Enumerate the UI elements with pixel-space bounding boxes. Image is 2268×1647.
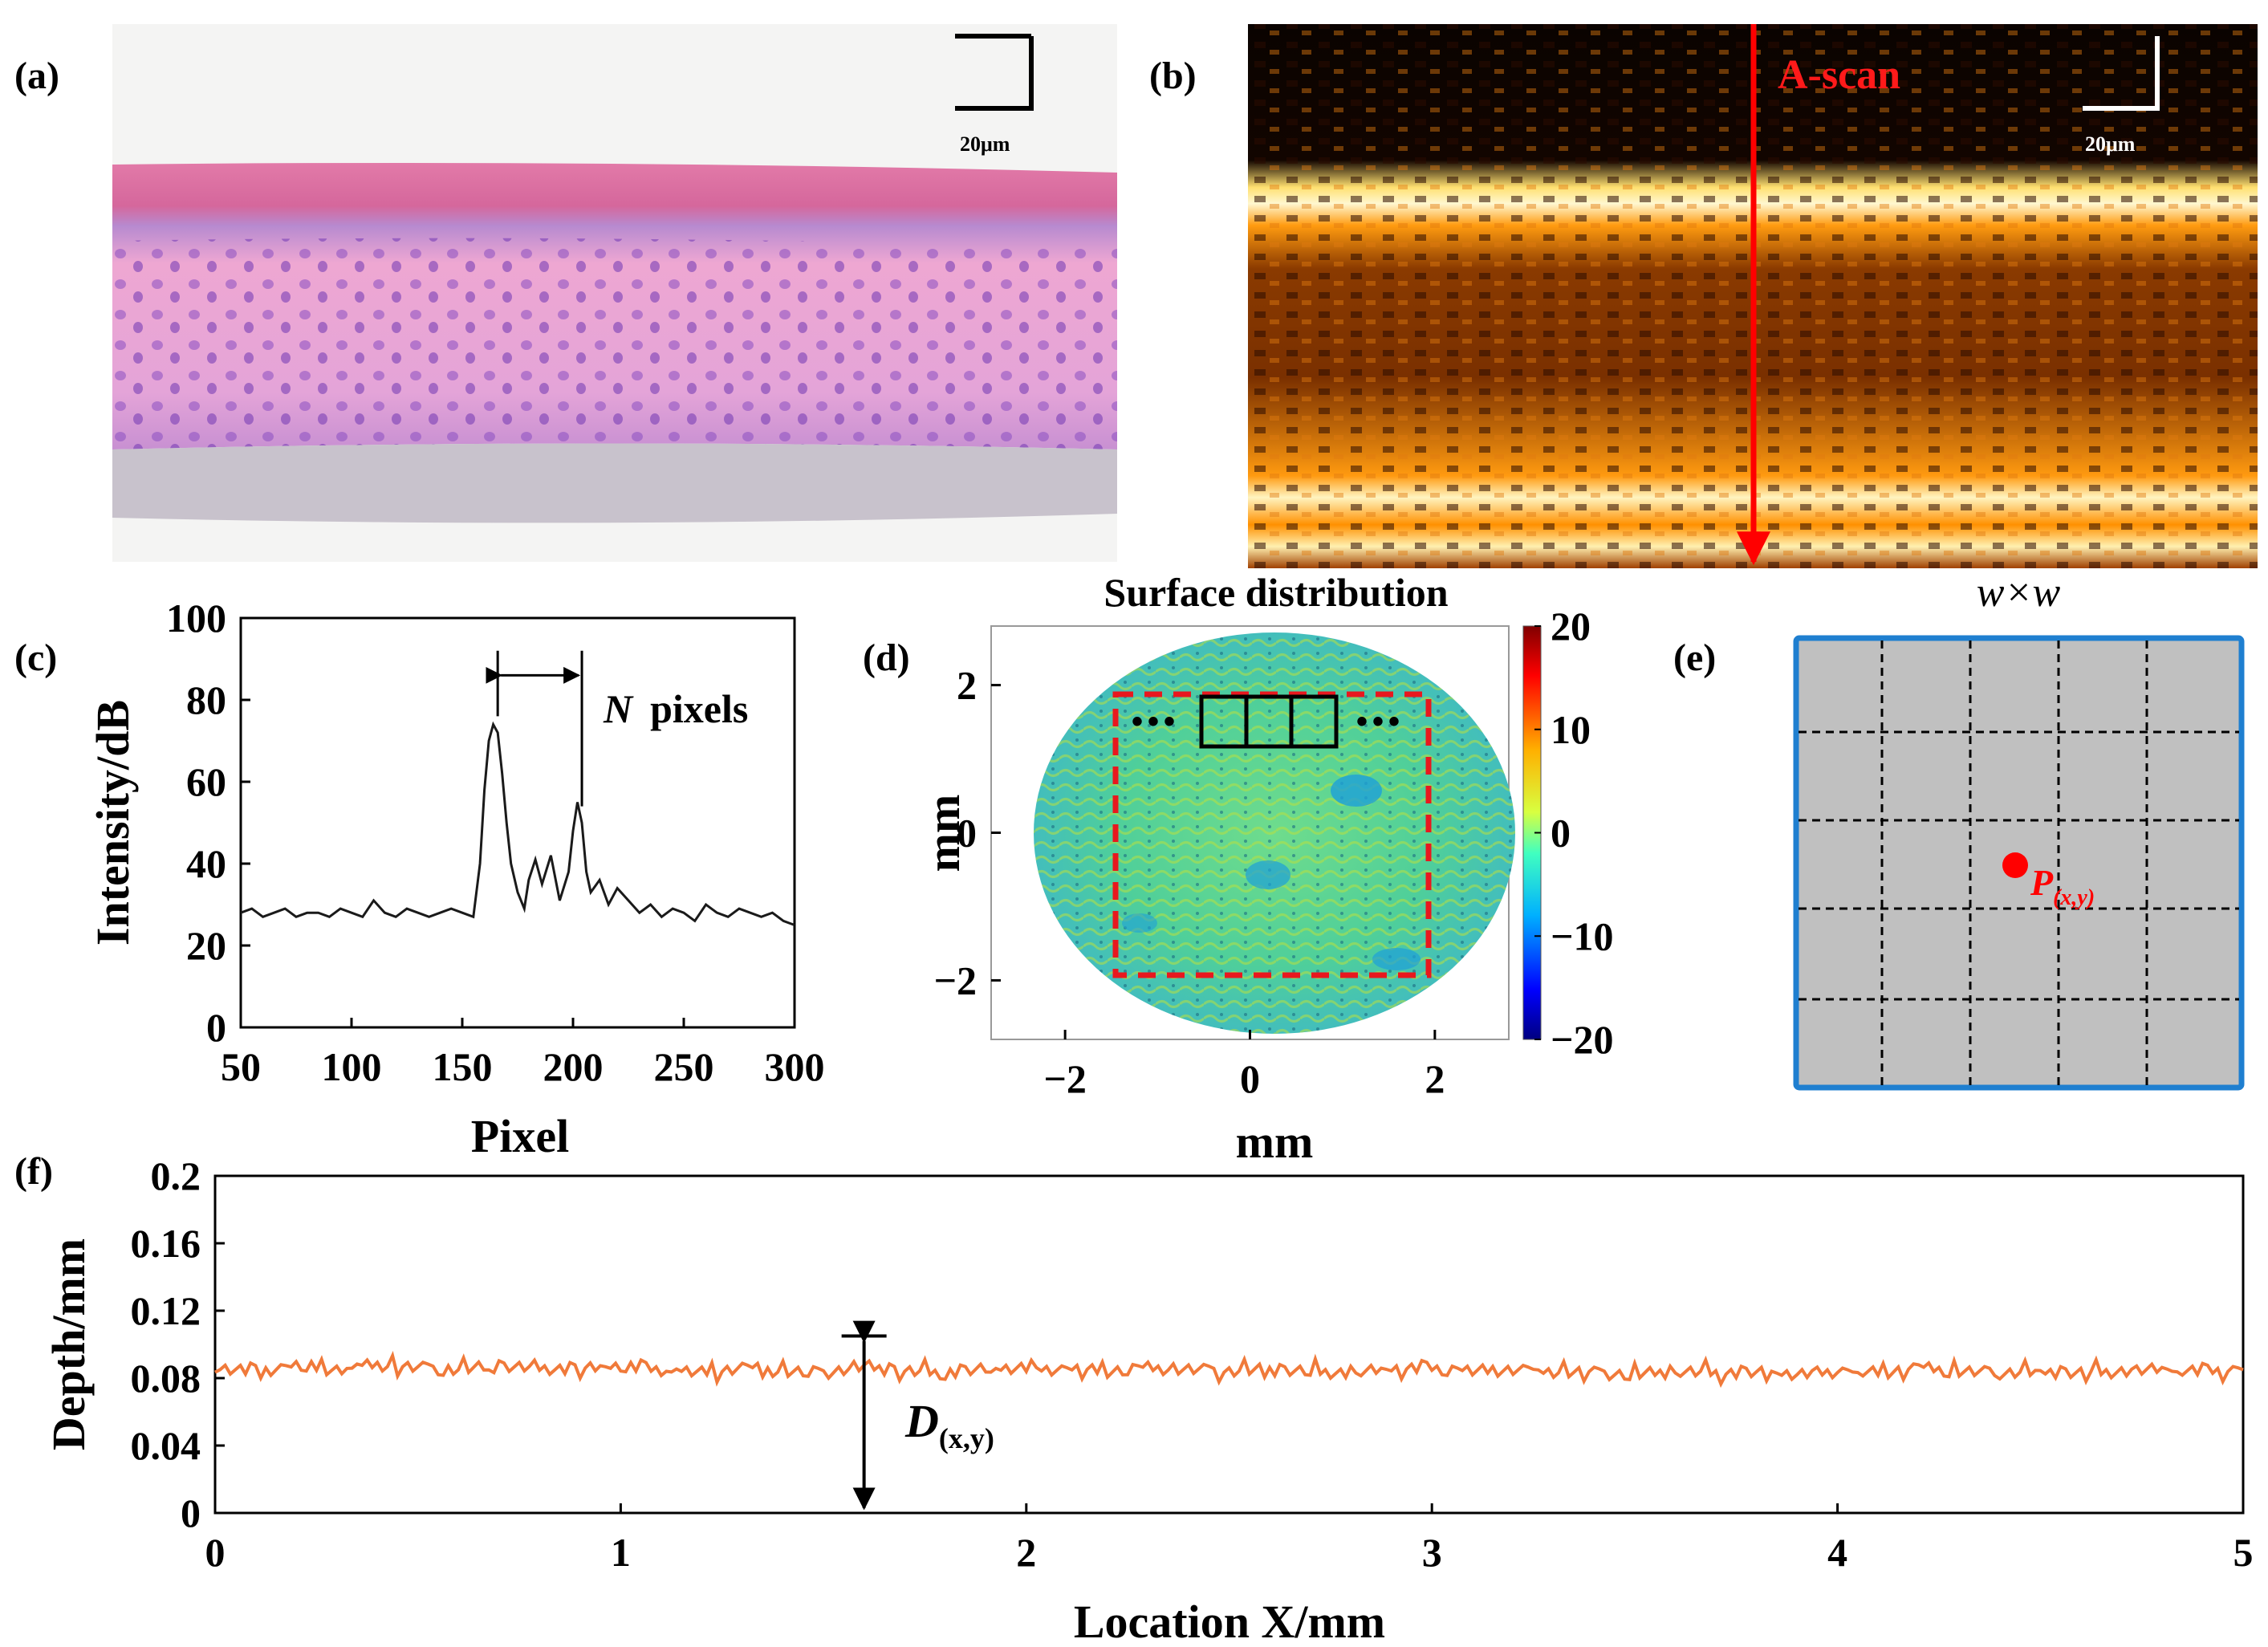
n-pixels-symbol: N (603, 686, 634, 731)
n-pixels-text: pixels (650, 686, 748, 731)
panel-a-label: (a) (14, 55, 59, 97)
axes-d-ytick-label: 2 (957, 663, 977, 708)
ellipsis-left: ••• (1132, 704, 1180, 739)
surface-depression-2 (1246, 860, 1290, 889)
axes-c-xtick-label: 50 (221, 1044, 261, 1089)
colorbar-tick-label: 20 (1551, 604, 1591, 649)
depth-annotation-label: D(x,y) (904, 1395, 994, 1454)
axes-f-ticks: 0 1 2 3 4 5 0 0.04 0.08 0.12 0.16 0.2 (131, 1153, 2254, 1575)
panel-b-label: (b) (1149, 55, 1197, 97)
center-point-marker (2002, 852, 2028, 878)
panel-b: (b) A-scan 20μm (1149, 24, 2258, 568)
panel-e: (e) w×w P(x,y) (1673, 570, 2245, 1091)
surface-depression-3 (1372, 948, 1421, 970)
depth-subscript: (x,y) (939, 1422, 994, 1454)
axes-c-xtick-label: 100 (322, 1044, 382, 1089)
axes-d-ylabel: mm (917, 795, 969, 872)
panel-a: (a) 20μm (14, 24, 1117, 562)
axes-f-ytick-label: 0.12 (131, 1288, 201, 1333)
axes-f-ytick-label: 0 (181, 1490, 201, 1535)
ellipsis-right: ••• (1356, 704, 1404, 739)
axes-d-xtick-label: 2 (1425, 1056, 1445, 1101)
axes-f-ylabel: Depth/mm (43, 1238, 95, 1450)
axes-c-ytick-label: 60 (186, 759, 226, 804)
colorbar-tick-label: −20 (1551, 1017, 1614, 1062)
axes-d-ticks: −2 0 2 2 0 −2 (934, 663, 1445, 1101)
colorbar-tick-label: −10 (1551, 913, 1614, 958)
cell-nuclei (112, 238, 1117, 449)
roi-dashed-box (1112, 691, 1432, 978)
axes-f-xtick-label: 5 (2233, 1530, 2254, 1575)
grid-dashed-lines (1799, 640, 2239, 1085)
surface-depression-1 (1331, 775, 1382, 807)
axes-c-ytick-label: 100 (166, 596, 226, 640)
axes-c-xtick-label: 250 (654, 1044, 714, 1089)
axes-c-xlabel: Pixel (471, 1110, 569, 1162)
axes-c-ytick-label: 40 (186, 841, 226, 886)
scale-bar-b-label: 20μm (2085, 132, 2136, 156)
axes-d-xtick-label: −2 (1043, 1056, 1087, 1101)
axes-d-xlabel: mm (1236, 1116, 1314, 1168)
axes-c-ylabel: Intensity/dB (87, 700, 139, 946)
axes-c-xtick-label: 200 (543, 1044, 604, 1089)
colorbar-ticks: 20 10 0 −10 −20 (1534, 604, 1614, 1062)
scale-bar-b (2083, 36, 2160, 111)
axes-f-ytick-label: 0.08 (131, 1356, 201, 1401)
axes-f-xtick-label: 1 (611, 1530, 631, 1575)
panel-c-label: (c) (14, 636, 57, 679)
window-size-label: w×w (1977, 570, 2061, 616)
axes-c-ytick-label: 0 (206, 1005, 226, 1050)
panel-f-label: (f) (14, 1150, 53, 1193)
axes-f-xtick-label: 0 (205, 1530, 226, 1575)
center-point-label: P(x,y) (2030, 862, 2095, 910)
axes-c-ytick-label: 80 (186, 677, 226, 722)
center-point-subscript: (x,y) (2053, 885, 2095, 910)
axes-d-ytick-label: −2 (934, 958, 978, 1002)
axes-f-xtick-label: 2 (1016, 1530, 1036, 1575)
axes-f-ytick-label: 0.04 (131, 1423, 201, 1468)
axes-c-xtick-label: 300 (765, 1044, 825, 1089)
axes-c-xtick-label: 150 (433, 1044, 493, 1089)
axes-c-ytick-label: 20 (186, 923, 226, 968)
panel-e-label: (e) (1673, 636, 1716, 679)
panel-d: (d) Surface distribution ••• ••• −2 0 220−… (863, 570, 1614, 1168)
axes-c-ticks: 50 100 150 200 250 300 0 20 40 60 80 100 (166, 596, 825, 1089)
axes-f-xlabel: Location X/mm (1074, 1596, 1385, 1647)
substrate-layer (112, 443, 1117, 523)
axes-f-xtick-label: 3 (1422, 1530, 1442, 1575)
colorbar-tick-label: 10 (1551, 707, 1591, 752)
axes-f-ytick-label: 0.2 (151, 1153, 201, 1198)
panel-f: (f) 0 1 2 3 4 5 0 0.04 0.08 0.12 0.16 0.2 D(x,y) Lo… (14, 1150, 2254, 1647)
intensity-series-line (240, 721, 795, 926)
surface-title: Surface distribution (1104, 570, 1448, 615)
surface-depression-4 (1122, 913, 1157, 933)
a-scan-label: A-scan (1778, 52, 1900, 98)
depth-series-line (214, 1350, 2244, 1389)
axes-f-frame (213, 1174, 2245, 1515)
surface-map-texture (1034, 632, 1515, 1034)
axes-d-ytick-label: 0 (957, 811, 977, 856)
axes-f-xtick-label: 4 (1827, 1530, 1847, 1575)
sliding-window-boxes (1199, 694, 1339, 749)
axes-c-frame (239, 616, 796, 1029)
panel-d-label: (d) (863, 636, 910, 679)
scale-bar-a (955, 36, 1034, 111)
scale-bar-a-label: 20μm (960, 132, 1010, 156)
center-point-symbol: P (2030, 862, 2054, 903)
axes-f-ytick-label: 0.16 (131, 1221, 201, 1266)
axes-d-xtick-label: 0 (1240, 1056, 1260, 1101)
depth-symbol: D (904, 1395, 939, 1447)
colorbar-tick-label: 0 (1551, 811, 1571, 856)
